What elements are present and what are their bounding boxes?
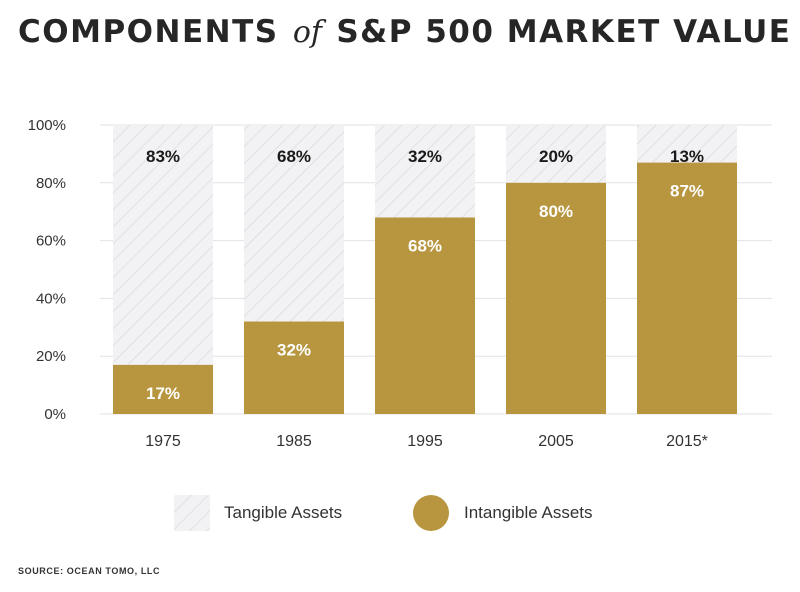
legend-label-tangible: Tangible Assets bbox=[224, 503, 343, 522]
y-tick-label: 20% bbox=[36, 348, 66, 365]
chart-title: COMPONENTS of S&P 500 MARKET VALUE bbox=[18, 14, 792, 58]
legend-label-intangible: Intangible Assets bbox=[464, 503, 593, 522]
x-tick-label: 2015* bbox=[666, 433, 708, 450]
intangible-bar bbox=[113, 364, 213, 414]
tangible-data-label: 20% bbox=[539, 147, 573, 166]
intangible-data-label: 32% bbox=[277, 341, 311, 360]
y-tick-label: 100% bbox=[28, 117, 66, 134]
intangible-bar bbox=[244, 321, 344, 414]
source-note: SOURCE: OCEAN TOMO, LLC bbox=[18, 566, 161, 576]
y-tick-label: 60% bbox=[36, 233, 66, 250]
tangible-bar bbox=[113, 125, 213, 365]
legend-item-intangible: Intangible Assets bbox=[412, 488, 593, 538]
intangible-swatch-icon bbox=[413, 495, 449, 531]
tangible-bar bbox=[375, 125, 475, 218]
legend-item-tangible: Tangible Assets bbox=[174, 488, 342, 538]
tangible-data-label: 83% bbox=[146, 147, 180, 166]
x-tick-label: 2005 bbox=[538, 433, 574, 450]
intangible-data-label: 17% bbox=[146, 384, 180, 403]
y-tick-label: 0% bbox=[44, 406, 66, 423]
tangible-bar bbox=[244, 125, 344, 322]
x-tick-label: 1995 bbox=[407, 433, 443, 450]
tangible-data-label: 32% bbox=[408, 147, 442, 166]
tangible-bar bbox=[506, 125, 606, 183]
legend: Tangible Assets Intangible Assets bbox=[0, 488, 800, 538]
intangible-bar bbox=[506, 182, 606, 414]
intangible-data-label: 68% bbox=[408, 236, 442, 255]
intangible-bar bbox=[375, 217, 475, 414]
x-tick-label: 1985 bbox=[276, 433, 312, 450]
intangible-data-label: 80% bbox=[539, 202, 573, 221]
y-tick-label: 40% bbox=[36, 290, 66, 307]
tangible-data-label: 68% bbox=[277, 147, 311, 166]
tangible-bar bbox=[637, 125, 737, 163]
title-part-1: COMPONENTS bbox=[18, 14, 279, 50]
tangible-data-label: 13% bbox=[670, 147, 704, 166]
intangible-bar bbox=[637, 162, 737, 414]
y-tick-label: 80% bbox=[36, 175, 66, 192]
title-part-2: S&P 500 MARKET VALUE bbox=[336, 14, 792, 50]
bar-chart: 83% 17% 68% 32% 32% 68% 20% 80% 13% 87% 0% 20% 40% 6… bbox=[28, 117, 772, 450]
x-tick-label: 1975 bbox=[145, 433, 181, 450]
intangible-data-label: 87% bbox=[670, 182, 704, 201]
title-of: of bbox=[292, 15, 323, 50]
tangible-swatch-icon bbox=[174, 495, 210, 531]
